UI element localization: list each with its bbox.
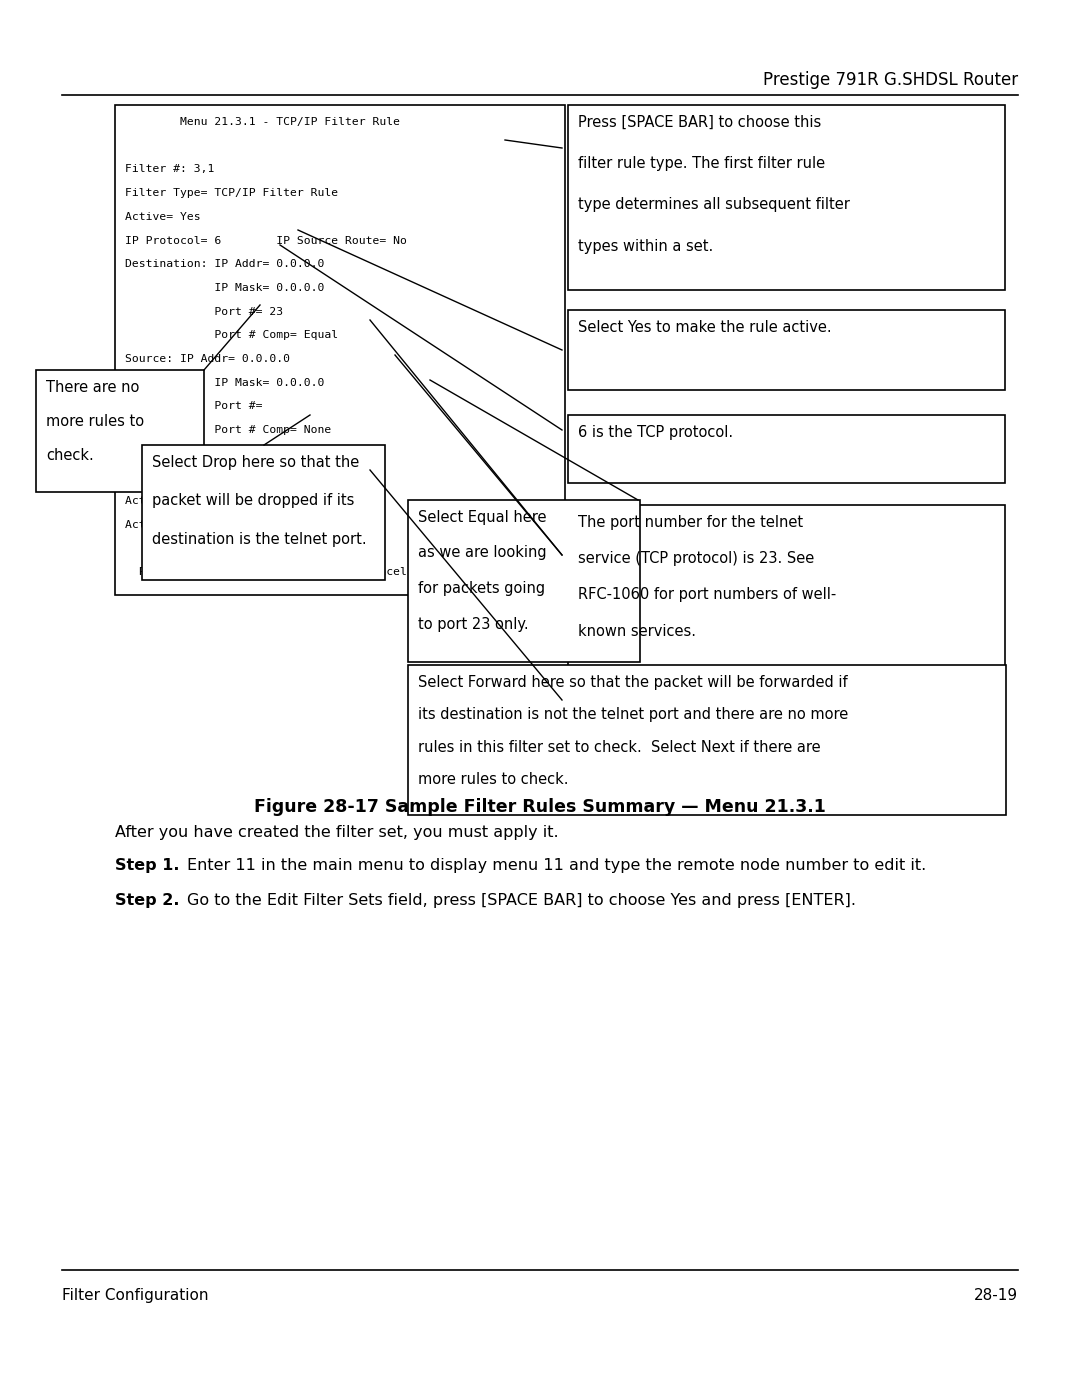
- Text: Destination: IP Addr= 0.0.0.0: Destination: IP Addr= 0.0.0.0: [125, 260, 324, 270]
- Bar: [568, 504, 1005, 671]
- Text: Action Not Matched= Forward: Action Not Matched= Forward: [125, 520, 311, 529]
- Text: more rules to: more rules to: [46, 414, 144, 429]
- Text: known services.: known services.: [578, 623, 696, 638]
- Text: More= No              Log= None: More= No Log= None: [125, 472, 338, 482]
- Text: Press [SPACE BAR] to choose this: Press [SPACE BAR] to choose this: [578, 115, 821, 130]
- Text: packet will be dropped if its: packet will be dropped if its: [152, 493, 354, 509]
- Bar: [568, 310, 1005, 390]
- Text: Step 1.: Step 1.: [114, 858, 179, 873]
- Text: Port # Comp= None: Port # Comp= None: [125, 425, 332, 434]
- Text: Enter 11 in the main menu to display menu 11 and type the remote node number to : Enter 11 in the main menu to display men…: [187, 858, 927, 873]
- Text: Select Forward here so that the packet will be forwarded if: Select Forward here so that the packet w…: [418, 675, 848, 690]
- Text: rules in this filter set to check.  Select Next if there are: rules in this filter set to check. Selec…: [418, 740, 821, 754]
- Text: 28-19: 28-19: [974, 1288, 1018, 1303]
- Text: Menu 21.3.1 - TCP/IP Filter Rule: Menu 21.3.1 - TCP/IP Filter Rule: [125, 117, 400, 127]
- Text: Go to the Edit Filter Sets field, press [SPACE BAR] to choose Yes and press [ENT: Go to the Edit Filter Sets field, press …: [187, 893, 856, 908]
- Text: Press ENTER to Confirm or ESC to Cancel:: Press ENTER to Confirm or ESC to Cancel:: [125, 567, 414, 577]
- Text: Port # Comp= Equal: Port # Comp= Equal: [125, 330, 338, 341]
- Text: Filter #: 3,1: Filter #: 3,1: [125, 165, 214, 175]
- Text: check.: check.: [46, 448, 94, 462]
- Text: Port #=: Port #=: [125, 401, 262, 411]
- Text: as we are looking: as we are looking: [418, 545, 546, 560]
- Text: service (TCP protocol) is 23. See: service (TCP protocol) is 23. See: [578, 552, 814, 566]
- Text: Select Equal here: Select Equal here: [418, 510, 546, 525]
- Text: TCP Estab= No: TCP Estab= No: [125, 448, 214, 458]
- Text: 6 is the TCP protocol.: 6 is the TCP protocol.: [578, 425, 733, 440]
- Text: Action Matched= Drop: Action Matched= Drop: [125, 496, 262, 506]
- Text: RFC-1060 for port numbers of well-: RFC-1060 for port numbers of well-: [578, 588, 836, 602]
- Text: to port 23 only.: to port 23 only.: [418, 616, 528, 631]
- Bar: [114, 105, 565, 595]
- Text: IP Protocol= 6        IP Source Route= No: IP Protocol= 6 IP Source Route= No: [125, 236, 407, 246]
- Text: more rules to check.: more rules to check.: [418, 773, 568, 788]
- Bar: [141, 446, 384, 580]
- Text: Filter Configuration: Filter Configuration: [62, 1288, 208, 1303]
- Text: filter rule type. The first filter rule: filter rule type. The first filter rule: [578, 156, 825, 172]
- Text: Port #= 23: Port #= 23: [125, 306, 283, 317]
- Text: Select Drop here so that the: Select Drop here so that the: [152, 455, 360, 469]
- Text: Source: IP Addr= 0.0.0.0: Source: IP Addr= 0.0.0.0: [125, 353, 291, 365]
- Text: destination is the telnet port.: destination is the telnet port.: [152, 532, 366, 546]
- Text: IP Mask= 0.0.0.0: IP Mask= 0.0.0.0: [125, 377, 324, 388]
- Text: Prestige 791R G.SHDSL Router: Prestige 791R G.SHDSL Router: [762, 71, 1018, 89]
- Text: IP Mask= 0.0.0.0: IP Mask= 0.0.0.0: [125, 284, 324, 293]
- Text: Step 2.: Step 2.: [114, 893, 179, 908]
- Text: The port number for the telnet: The port number for the telnet: [578, 515, 804, 529]
- Bar: [408, 665, 1005, 814]
- Bar: [568, 105, 1005, 291]
- Bar: [36, 370, 204, 492]
- Text: types within a set.: types within a set.: [578, 239, 713, 254]
- Text: type determines all subsequent filter: type determines all subsequent filter: [578, 197, 850, 212]
- Text: After you have created the filter set, you must apply it.: After you have created the filter set, y…: [114, 826, 558, 840]
- Text: There are no: There are no: [46, 380, 139, 395]
- Text: its destination is not the telnet port and there are no more: its destination is not the telnet port a…: [418, 707, 848, 722]
- Text: Figure 28-17 Sample Filter Rules Summary — Menu 21.3.1: Figure 28-17 Sample Filter Rules Summary…: [254, 798, 826, 816]
- Bar: [408, 500, 640, 662]
- Text: for packets going: for packets going: [418, 581, 545, 597]
- Bar: [568, 415, 1005, 483]
- Text: Filter Type= TCP/IP Filter Rule: Filter Type= TCP/IP Filter Rule: [125, 189, 338, 198]
- Text: Active= Yes: Active= Yes: [125, 212, 201, 222]
- Text: Select Yes to make the rule active.: Select Yes to make the rule active.: [578, 320, 832, 335]
